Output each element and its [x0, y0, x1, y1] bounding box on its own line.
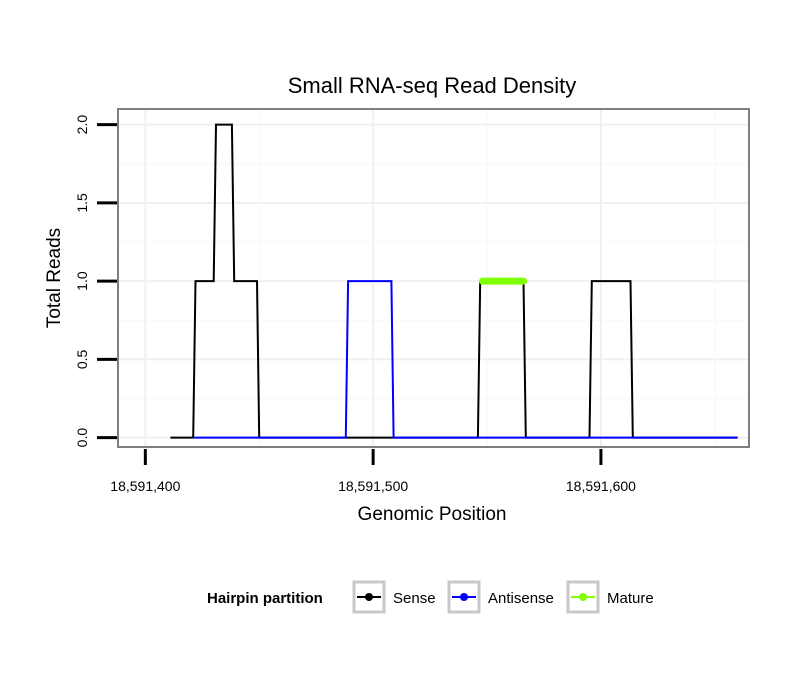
y-tick-label: 1.5	[74, 193, 90, 213]
legend-key-point	[460, 593, 468, 601]
y-tick-label: 0.5	[74, 349, 90, 369]
x-tick-label: 18,591,400	[110, 478, 180, 494]
x-axis: 18,591,400 18,591,500 18,591,600	[110, 449, 636, 494]
x-tick-label: 18,591,500	[338, 478, 408, 494]
y-axis-label: Total Reads	[44, 228, 65, 328]
series-line-sense	[170, 123, 738, 439]
legend-key-point	[579, 593, 587, 601]
legend-label: Sense	[393, 590, 436, 607]
legend-items: Sense Antisense Mature	[352, 580, 654, 614]
series-layer	[170, 123, 738, 439]
legend: Hairpin partition Sense Antisense Mature	[207, 580, 654, 614]
chart-title: Small RNA-seq Read Density	[288, 73, 577, 98]
y-tick-label: 2.0	[74, 115, 90, 135]
legend-title: Hairpin partition	[207, 590, 323, 607]
legend-item-antisense: Antisense	[447, 580, 554, 614]
legend-label: Antisense	[488, 590, 554, 607]
legend-label: Mature	[607, 590, 654, 607]
x-axis-label: Genomic Position	[358, 504, 507, 525]
grid-layer	[118, 109, 749, 447]
plot-panel-border	[117, 108, 750, 448]
legend-item-mature: Mature	[566, 580, 654, 614]
y-axis: 0.0 0.5 1.0 1.5 2.0	[74, 115, 117, 448]
y-tick-label: 1.0	[74, 271, 90, 291]
x-tick-label: 18,591,600	[566, 478, 636, 494]
legend-item-sense: Sense	[352, 580, 436, 614]
legend-key-point	[365, 593, 373, 601]
y-tick-label: 0.0	[74, 428, 90, 448]
series-line-antisense	[193, 280, 738, 439]
